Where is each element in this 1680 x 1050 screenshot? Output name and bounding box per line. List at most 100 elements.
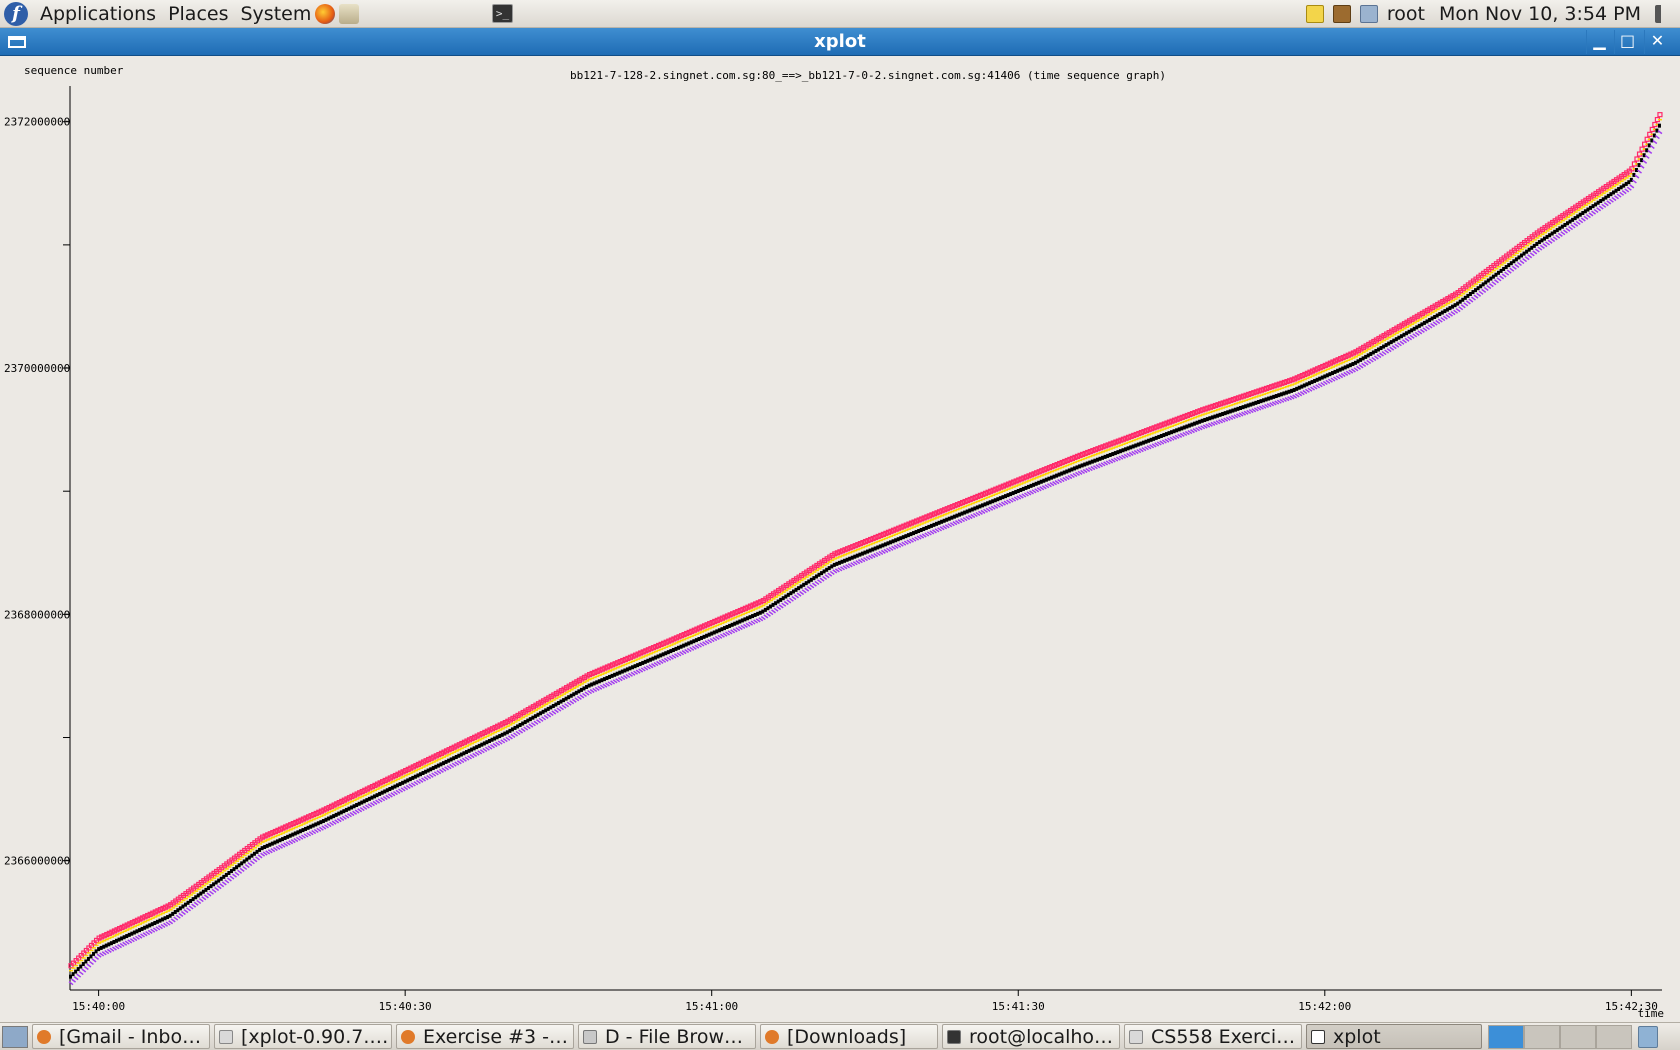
data-segment-mark: [886, 541, 890, 546]
data-segment-mark: [947, 516, 951, 521]
workspace-switcher[interactable]: [1488, 1024, 1632, 1049]
window-mark: [1517, 261, 1522, 267]
window-mark: [1580, 217, 1586, 222]
task-cs558[interactable]: CS558 Exerci…: [1124, 1024, 1302, 1049]
window-mark: [303, 833, 309, 838]
task-gmail[interactable]: [Gmail - Inbo…: [32, 1024, 210, 1049]
data-segment-mark: [1177, 427, 1181, 432]
data-segment-mark: [1537, 240, 1541, 245]
task-file-browser[interactable]: D - File Brow…: [578, 1024, 756, 1049]
data-segment-mark: [610, 673, 614, 678]
data-segment-mark: [1517, 255, 1521, 260]
data-segment-mark: [304, 826, 308, 831]
user-name[interactable]: root: [1386, 3, 1425, 25]
window-mark: [1601, 203, 1607, 208]
workspace-3[interactable]: [1560, 1024, 1596, 1049]
xplot-canvas[interactable]: sequence number bb121-7-128-2.singnet.co…: [0, 56, 1680, 1030]
data-segment-mark: [1113, 451, 1117, 456]
window-mark: [1419, 328, 1425, 333]
window-mark: [1358, 364, 1364, 369]
workspace-1[interactable]: [1488, 1024, 1524, 1049]
data-segment-mark: [1361, 356, 1365, 361]
window-mark: [523, 726, 529, 731]
window-mark: [1409, 334, 1415, 339]
data-segment-mark: [671, 647, 675, 652]
terminal-icon[interactable]: >_: [492, 4, 513, 23]
window-mark: [331, 820, 337, 825]
data-segment-mark: [1042, 478, 1046, 483]
window-mark: [1320, 381, 1326, 387]
clock[interactable]: Mon Nov 10, 3:54 PM: [1438, 3, 1641, 25]
data-segment-mark: [1353, 360, 1357, 365]
window-mark: [211, 888, 217, 893]
window-mark: [1049, 482, 1055, 487]
task-exercise[interactable]: Exercise #3 -…: [396, 1024, 574, 1049]
data-segment-mark: [656, 654, 660, 659]
task-xplot[interactable]: xplot: [1306, 1024, 1482, 1049]
mail-icon[interactable]: [339, 3, 360, 24]
window-mark: [536, 719, 541, 724]
maximize-icon[interactable]: □: [1614, 30, 1640, 54]
task-xplot-source[interactable]: [xplot-0.90.7.…: [214, 1024, 392, 1049]
data-segment-mark: [229, 869, 233, 874]
window-mark: [717, 634, 723, 639]
close-icon[interactable]: ✕: [1644, 30, 1670, 54]
data-segment-mark: [252, 851, 256, 856]
workspace-2[interactable]: [1524, 1024, 1560, 1049]
minimize-icon[interactable]: ▁: [1586, 30, 1612, 54]
window-mark: [656, 660, 662, 666]
places-menu[interactable]: Places: [168, 2, 229, 25]
window-mark: [1197, 426, 1203, 431]
window-mark: [180, 910, 186, 916]
firefox-icon[interactable]: [315, 3, 336, 24]
window-mark: [896, 543, 902, 548]
window-mark: [1031, 489, 1037, 494]
window-mark: [574, 697, 580, 702]
window-mark: [426, 774, 432, 780]
data-segment-mark: [1244, 404, 1248, 409]
data-segment-mark: [1637, 163, 1641, 168]
data-segment-mark: [871, 547, 875, 552]
data-segment-mark: [319, 820, 323, 825]
data-segment-mark: [339, 810, 343, 815]
task-terminal[interactable]: root@localho…: [942, 1024, 1120, 1049]
window-mark: [1562, 229, 1568, 234]
data-segment-mark: [1550, 231, 1554, 236]
data-segment-mark: [840, 559, 844, 564]
data-segment-mark: [1057, 472, 1061, 477]
window-mark: [1322, 380, 1328, 386]
window-mark: [622, 674, 628, 680]
package-icon[interactable]: [1332, 5, 1351, 23]
window-mark: [921, 533, 927, 538]
x-tick-label: 15:41:30: [992, 1000, 1045, 1013]
system-menu[interactable]: System: [240, 2, 312, 25]
data-segment-mark: [1369, 351, 1373, 356]
window-mark: [1608, 198, 1614, 203]
notes-icon[interactable]: [1305, 5, 1324, 23]
show-desktop-icon[interactable]: [2, 1025, 28, 1048]
window-mark: [1023, 492, 1029, 497]
fedora-logo-icon[interactable]: f: [4, 1, 28, 26]
window-mark: [186, 907, 191, 912]
task-downloads[interactable]: [Downloads]: [760, 1024, 938, 1049]
window-mark: [985, 507, 991, 512]
window-mark: [1522, 257, 1528, 263]
data-segment-mark: [909, 532, 913, 537]
volume-icon[interactable]: [1655, 5, 1671, 23]
window-mark: [939, 526, 945, 531]
applications-menu[interactable]: Applications: [40, 2, 157, 25]
data-segment-mark: [837, 560, 841, 565]
window-titlebar[interactable]: xplot ▁ □ ✕: [0, 28, 1680, 56]
window-mark: [1213, 420, 1218, 426]
time-sequence-graph[interactable]: sequence number bb121-7-128-2.singnet.co…: [0, 56, 1680, 1030]
data-segment-mark: [168, 913, 172, 918]
system-tray: root Mon Nov 10, 3:54 PM: [1305, 0, 1680, 28]
data-segment-mark: [150, 922, 154, 927]
data-segment-mark: [398, 782, 402, 787]
clipboard-icon[interactable]: [1359, 5, 1378, 23]
trash-icon[interactable]: [1638, 1025, 1658, 1048]
window-mark: [1067, 474, 1073, 480]
window-mark: [1281, 397, 1287, 403]
window-menu-icon[interactable]: [8, 36, 26, 48]
workspace-4[interactable]: [1596, 1024, 1632, 1049]
